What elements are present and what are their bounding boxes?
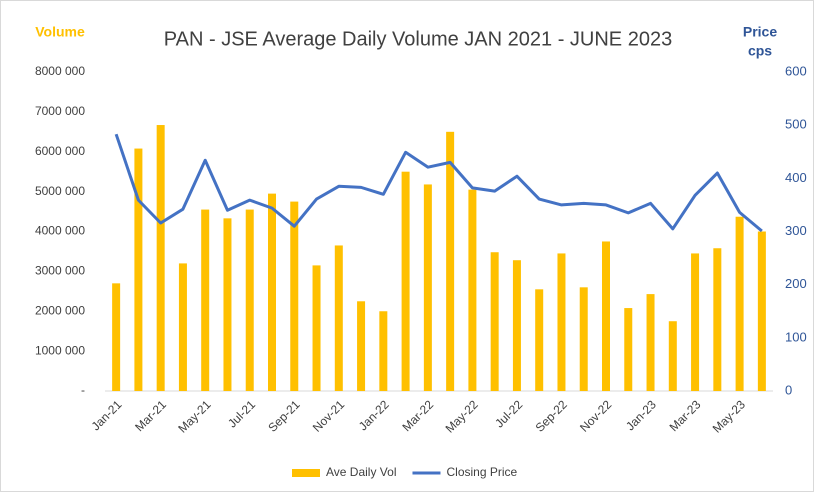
y2-tick-label: 300 [785,223,807,238]
bar [245,209,254,391]
y2-tick-label: 100 [785,329,807,344]
y-tick-label: - [81,383,85,397]
y2-tick-label: 200 [785,276,807,291]
y2-tick-label: 400 [785,170,807,185]
bar [223,218,232,391]
y2-tick-label: 0 [785,382,792,397]
y2-axis-label: cps [748,43,772,59]
legend-label: Ave Daily Vol [326,465,396,479]
bar [401,171,410,391]
bar [201,209,210,391]
y2-tick-label: 500 [785,117,807,132]
bar [757,231,766,391]
bar [557,253,566,391]
bar [735,216,744,391]
bar [156,125,165,391]
y2-tick-label: 600 [785,63,807,78]
bar [134,148,143,391]
y-tick-label: 6000 000 [35,144,85,158]
y-axis-label: Volume [35,24,85,40]
bar [490,252,499,391]
chart-title: PAN - JSE Average Daily Volume JAN 2021 … [164,28,672,50]
bar [624,308,633,391]
bar [178,263,187,391]
bar [668,321,677,391]
y-tick-label: 1000 000 [35,343,85,357]
y-tick-label: 8000 000 [35,64,85,78]
legend-label: Closing Price [446,465,517,479]
bar [290,201,299,391]
bar [691,253,700,391]
bar [334,245,343,391]
bar [512,260,521,391]
bar [357,301,366,391]
bar [646,294,655,391]
bar [713,248,722,391]
price-line [114,133,763,233]
y-tick-label: 4000 000 [35,224,85,238]
bar [112,283,121,391]
legend-swatch [292,469,320,477]
y-tick-label: 2000 000 [35,303,85,317]
bar [379,311,388,391]
bar [446,131,455,391]
y2-axis-label: Price [743,24,777,40]
y-tick-label: 5000 000 [35,184,85,198]
y-tick-label: 3000 000 [35,264,85,278]
bar [468,189,477,391]
y-tick-label: 7000 000 [35,104,85,118]
bar [579,287,588,391]
bar [268,193,276,391]
bar [423,184,432,391]
bar [535,289,544,391]
bar [312,265,321,391]
bar [602,241,610,391]
